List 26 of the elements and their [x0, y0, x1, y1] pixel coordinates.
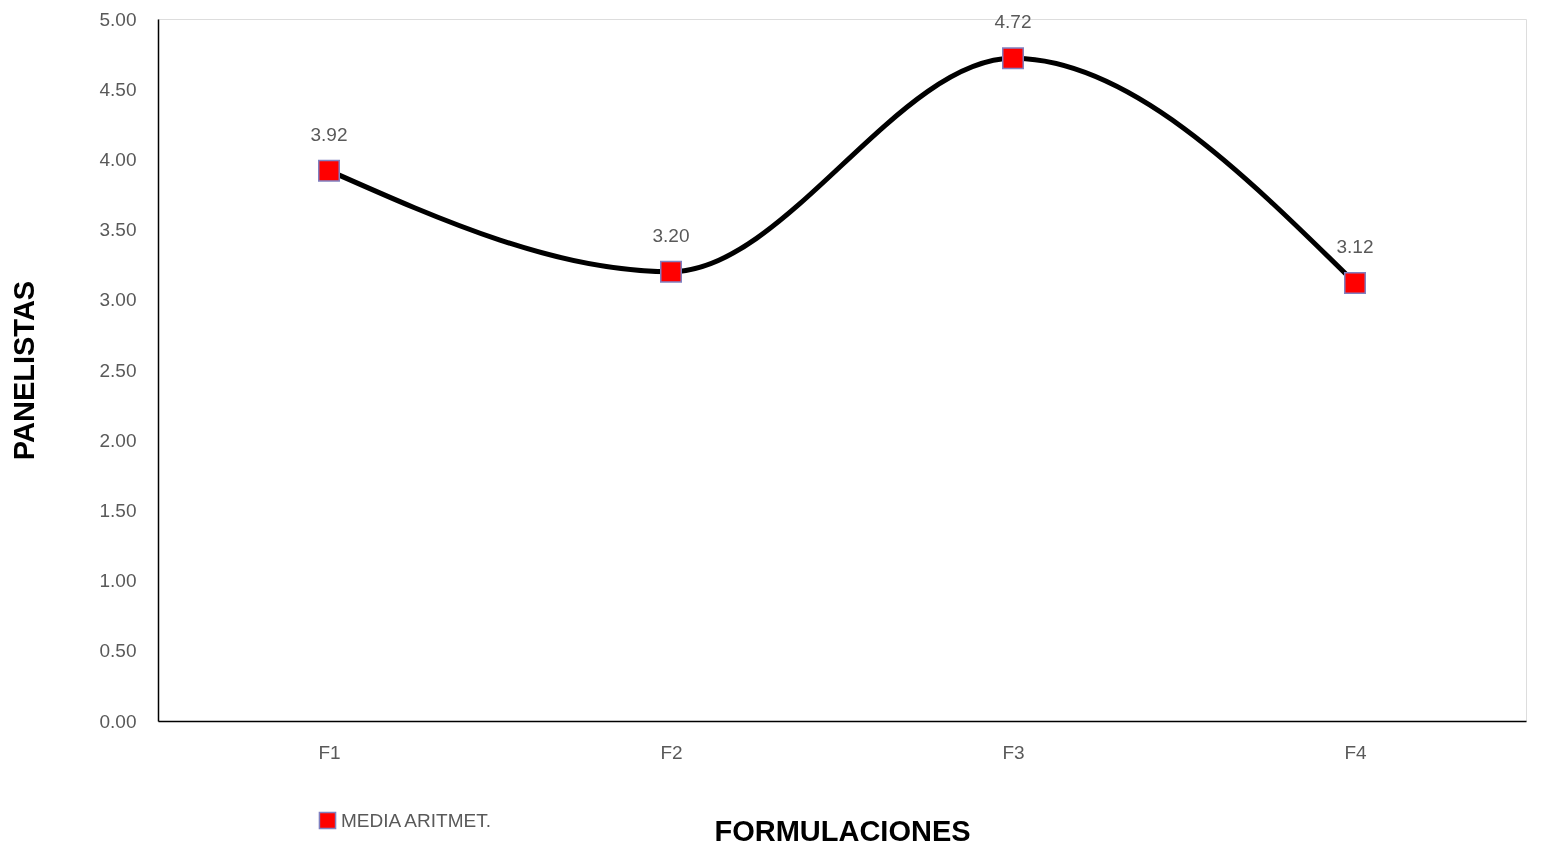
x-tick-label: F4 [1344, 741, 1368, 763]
point [318, 159, 340, 182]
x-tick-label: F1 [318, 741, 341, 763]
y-tick-label: 4.00 [99, 148, 137, 170]
x-tick-label: F3 [1002, 741, 1025, 763]
data-label: 3.12 [1336, 235, 1374, 257]
point [1002, 47, 1024, 70]
y-tick-label: 0.00 [99, 710, 137, 732]
y-tick-label: 1.00 [99, 570, 137, 592]
y-tick-label: 3.00 [99, 289, 137, 311]
y-tick-label: 2.00 [99, 429, 137, 451]
y-tick-label: 5.00 [99, 8, 137, 30]
data-label: 4.72 [994, 11, 1032, 33]
data-label: 3.20 [652, 224, 690, 246]
point [1344, 271, 1366, 294]
data-label: 3.92 [310, 123, 348, 145]
y-axis-title: PANELISTAS [7, 280, 40, 461]
y-tick-label: 2.50 [99, 359, 137, 381]
y-tick-label: 3.50 [99, 219, 137, 241]
x-axis-title: FORMULACIONES [714, 814, 971, 847]
legend-label: MEDIA ARITMET. [341, 809, 491, 831]
y-tick-label: 1.50 [99, 499, 137, 521]
x-tick-label: F2 [660, 741, 683, 763]
y-tick-label: 4.50 [99, 78, 137, 100]
y-tick-label: 0.50 [99, 640, 137, 662]
point [660, 260, 682, 283]
